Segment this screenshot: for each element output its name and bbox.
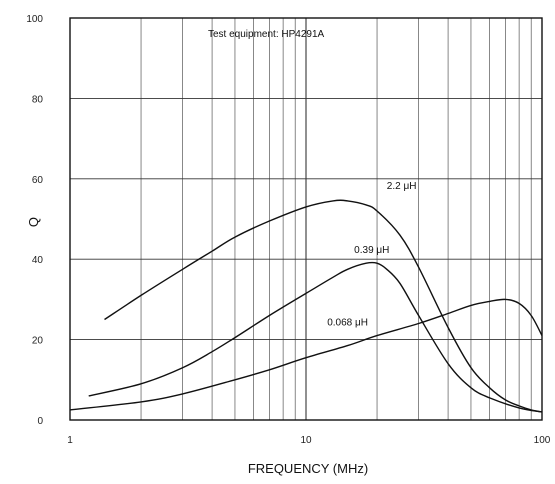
series-line-0-068uh — [69, 298, 543, 411]
series-labels: 2.2 μH 0.39 μH 0.068 μH — [327, 181, 416, 329]
y-tick-label: 40 — [32, 255, 44, 266]
x-tick-label: 10 — [300, 435, 312, 446]
y-tick-label: 0 — [37, 416, 43, 427]
y-tick-label: 100 — [26, 14, 43, 25]
y-tick-label: 80 — [32, 94, 44, 105]
y-axis-label: Q — [26, 217, 41, 227]
x-axis-label: FREQUENCY (MHz) — [248, 461, 368, 476]
series-label-0-068uh: 0.068 μH — [327, 318, 368, 329]
series-line-0-39uh — [88, 261, 543, 413]
x-tick-label: 1 — [67, 435, 73, 446]
series-label-2-2uh: 2.2 μH — [387, 181, 417, 192]
y-tick-label: 20 — [32, 336, 44, 347]
x-tick-label: 100 — [534, 435, 551, 446]
grid — [70, 17, 542, 421]
x-tick-labels: 1 10 100 — [67, 435, 551, 446]
plot-frame — [69, 17, 543, 421]
series-lines — [69, 199, 543, 413]
series-line-2-2uh — [104, 199, 543, 413]
y-tick-label: 60 — [32, 175, 44, 186]
annotation-test-equipment: Test equipment: HP4291A — [208, 29, 325, 40]
y-tick-labels: 0 20 40 60 80 100 — [26, 14, 43, 427]
series-label-0-39uh: 0.39 μH — [354, 245, 389, 256]
